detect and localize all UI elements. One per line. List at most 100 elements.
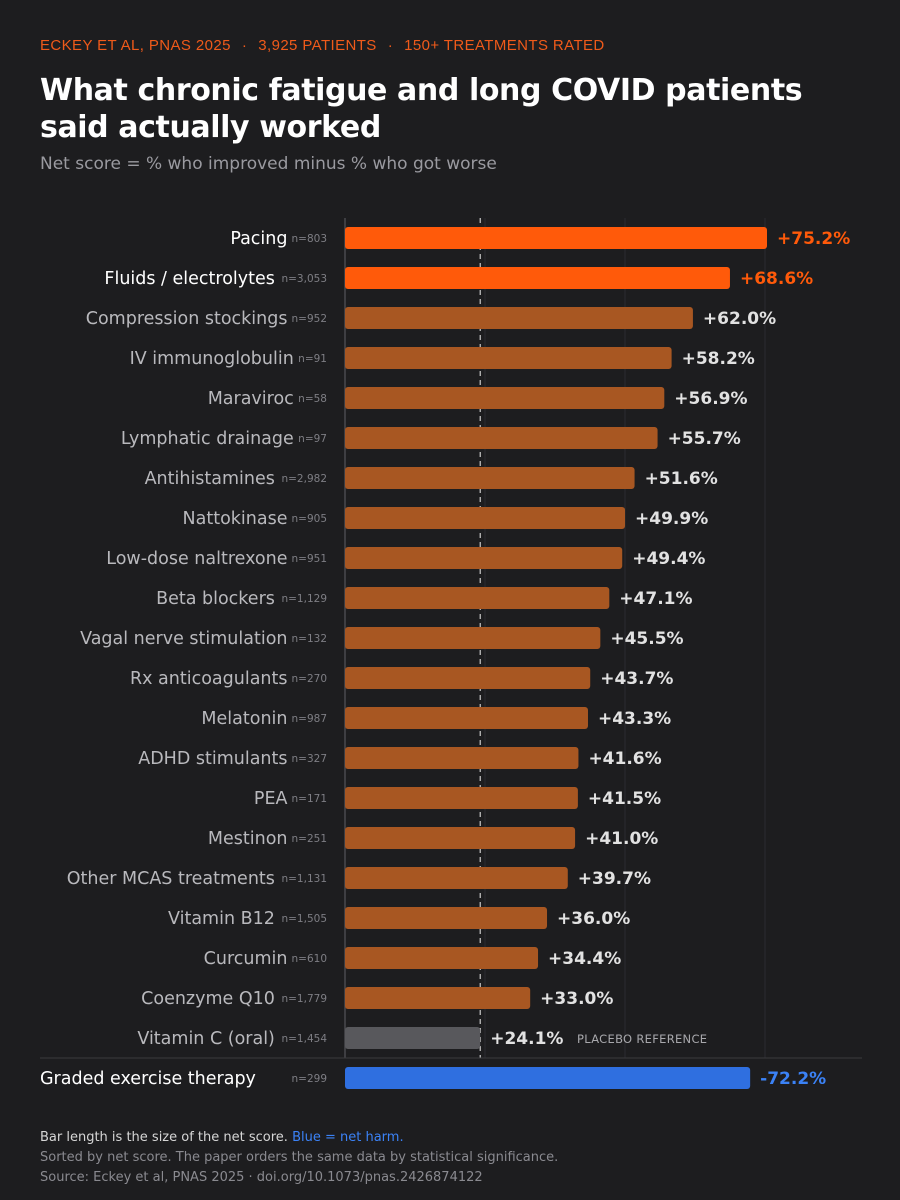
data-label: +34.4% bbox=[548, 949, 621, 969]
sample-size-label: n=952 bbox=[292, 313, 328, 325]
sample-size-label: n=803 bbox=[292, 233, 328, 245]
bar bbox=[345, 467, 635, 489]
data-label: +24.1% bbox=[490, 1029, 563, 1049]
data-label: +39.7% bbox=[578, 869, 651, 889]
data-label: +41.5% bbox=[588, 789, 661, 809]
category-label: Other MCAS treatments bbox=[67, 869, 275, 889]
sample-size-label: n=1,454 bbox=[281, 1033, 327, 1045]
sample-size-label: n=132 bbox=[292, 633, 328, 645]
bar bbox=[345, 427, 658, 449]
bar bbox=[345, 747, 579, 769]
sample-size-label: n=1,505 bbox=[281, 913, 327, 925]
footer-note: Bar length is the size of the net score. bbox=[40, 1130, 288, 1145]
bar bbox=[345, 587, 610, 609]
sample-size-label: n=97 bbox=[298, 433, 327, 445]
sample-size-label: n=327 bbox=[292, 753, 328, 765]
category-label: PEA bbox=[254, 789, 288, 809]
data-label: +43.3% bbox=[598, 709, 671, 729]
data-label: +55.7% bbox=[668, 429, 741, 449]
category-label: Fluids / electrolytes bbox=[104, 269, 275, 289]
category-label: Pacing bbox=[230, 229, 287, 249]
footer: Bar length is the size of the net score.… bbox=[40, 1128, 558, 1188]
data-label: +49.9% bbox=[635, 509, 708, 529]
data-label: +75.2% bbox=[777, 229, 850, 249]
bar bbox=[345, 1027, 481, 1049]
bar bbox=[345, 547, 623, 569]
category-label: Beta blockers bbox=[156, 589, 275, 609]
bar bbox=[345, 947, 539, 969]
kicker-source: ECKEY ET AL, PNAS 2025 bbox=[40, 37, 231, 54]
bar bbox=[345, 907, 548, 929]
footer-harm-note: Blue = net harm. bbox=[292, 1130, 404, 1145]
sample-size-label: n=270 bbox=[292, 673, 328, 685]
bar bbox=[345, 627, 601, 649]
category-label: Low-dose naltrexone bbox=[106, 549, 287, 569]
data-label: +51.6% bbox=[645, 469, 718, 489]
bar bbox=[345, 507, 626, 529]
data-label: +45.5% bbox=[610, 629, 683, 649]
category-label: Graded exercise therapy bbox=[40, 1069, 256, 1089]
category-label: Vagal nerve stimulation bbox=[80, 629, 287, 649]
bar bbox=[345, 387, 665, 409]
chart-subtitle: Net score = % who improved minus % who g… bbox=[40, 154, 497, 174]
sample-size-label: n=987 bbox=[292, 713, 328, 725]
kicker: ECKEY ET AL, PNAS 2025 · 3,925 PATIENTS · 15… bbox=[40, 37, 605, 54]
sample-size-label: n=905 bbox=[292, 513, 328, 525]
bar bbox=[345, 867, 568, 889]
bar bbox=[345, 987, 531, 1009]
sample-size-label: n=1,779 bbox=[281, 993, 327, 1005]
data-label: +62.0% bbox=[703, 309, 776, 329]
data-label: +49.4% bbox=[632, 549, 705, 569]
bar bbox=[345, 267, 730, 289]
category-label: Vitamin C (oral) bbox=[137, 1029, 275, 1049]
data-label: +36.0% bbox=[557, 909, 630, 929]
kicker-patients: 3,925 PATIENTS bbox=[258, 37, 377, 54]
data-label: +47.1% bbox=[619, 589, 692, 609]
sample-size-label: n=299 bbox=[292, 1073, 328, 1085]
bar bbox=[345, 347, 672, 369]
chart-title: What chronic fatigue and long COVID pati… bbox=[40, 73, 803, 145]
category-label: Maraviroc bbox=[208, 389, 294, 409]
category-label: Coenzyme Q10 bbox=[141, 989, 275, 1009]
bar bbox=[345, 667, 591, 689]
footer-line-1: Bar length is the size of the net score.… bbox=[40, 1128, 558, 1148]
data-label: +58.2% bbox=[682, 349, 755, 369]
bar bbox=[345, 827, 576, 849]
category-label: Rx anticoagulants bbox=[130, 669, 288, 689]
category-label: Nattokinase bbox=[183, 509, 288, 529]
placebo-reference-label: PLACEBO REFERENCE bbox=[577, 1032, 707, 1046]
sample-size-label: n=610 bbox=[292, 953, 328, 965]
data-label: +33.0% bbox=[540, 989, 613, 1009]
sample-size-label: n=3,053 bbox=[281, 273, 327, 285]
category-label: ADHD stimulants bbox=[138, 749, 287, 769]
sample-size-label: n=91 bbox=[298, 353, 327, 365]
bar bbox=[345, 707, 588, 729]
bar-chart: n=803 Pacing +75.2% n=3,053 Fluids / electro… bbox=[40, 218, 862, 1089]
sample-size-label: n=1,131 bbox=[281, 873, 327, 885]
footer-source: Source: Eckey et al, PNAS 2025 · doi.org… bbox=[40, 1170, 483, 1185]
data-label: -72.2% bbox=[760, 1069, 826, 1089]
harm-bar bbox=[345, 1067, 751, 1089]
category-label: Compression stockings bbox=[86, 309, 288, 329]
bar bbox=[345, 227, 767, 249]
bar bbox=[345, 307, 693, 329]
data-label: +41.6% bbox=[588, 749, 661, 769]
bar bbox=[345, 787, 578, 809]
data-label: +41.0% bbox=[585, 829, 658, 849]
footer-sort-note: Sorted by net score. The paper orders th… bbox=[40, 1150, 559, 1165]
sample-size-label: n=1,129 bbox=[281, 593, 327, 605]
category-label: Antihistamines bbox=[145, 469, 275, 489]
kicker-treatments: 150+ TREATMENTS RATED bbox=[404, 37, 605, 54]
data-label: +43.7% bbox=[600, 669, 673, 689]
data-label: +68.6% bbox=[740, 269, 813, 289]
category-label: Mestinon bbox=[208, 829, 288, 849]
sample-size-label: n=251 bbox=[292, 833, 328, 845]
category-label: IV immunoglobulin bbox=[130, 349, 294, 369]
sample-size-label: n=2,982 bbox=[281, 473, 327, 485]
sample-size-label: n=951 bbox=[292, 553, 328, 565]
kicker-separator: · bbox=[241, 37, 248, 54]
sample-size-label: n=171 bbox=[292, 793, 328, 805]
sample-size-label: n=58 bbox=[298, 393, 327, 405]
kicker-separator: · bbox=[387, 37, 394, 54]
category-label: Curcumin bbox=[204, 949, 288, 969]
